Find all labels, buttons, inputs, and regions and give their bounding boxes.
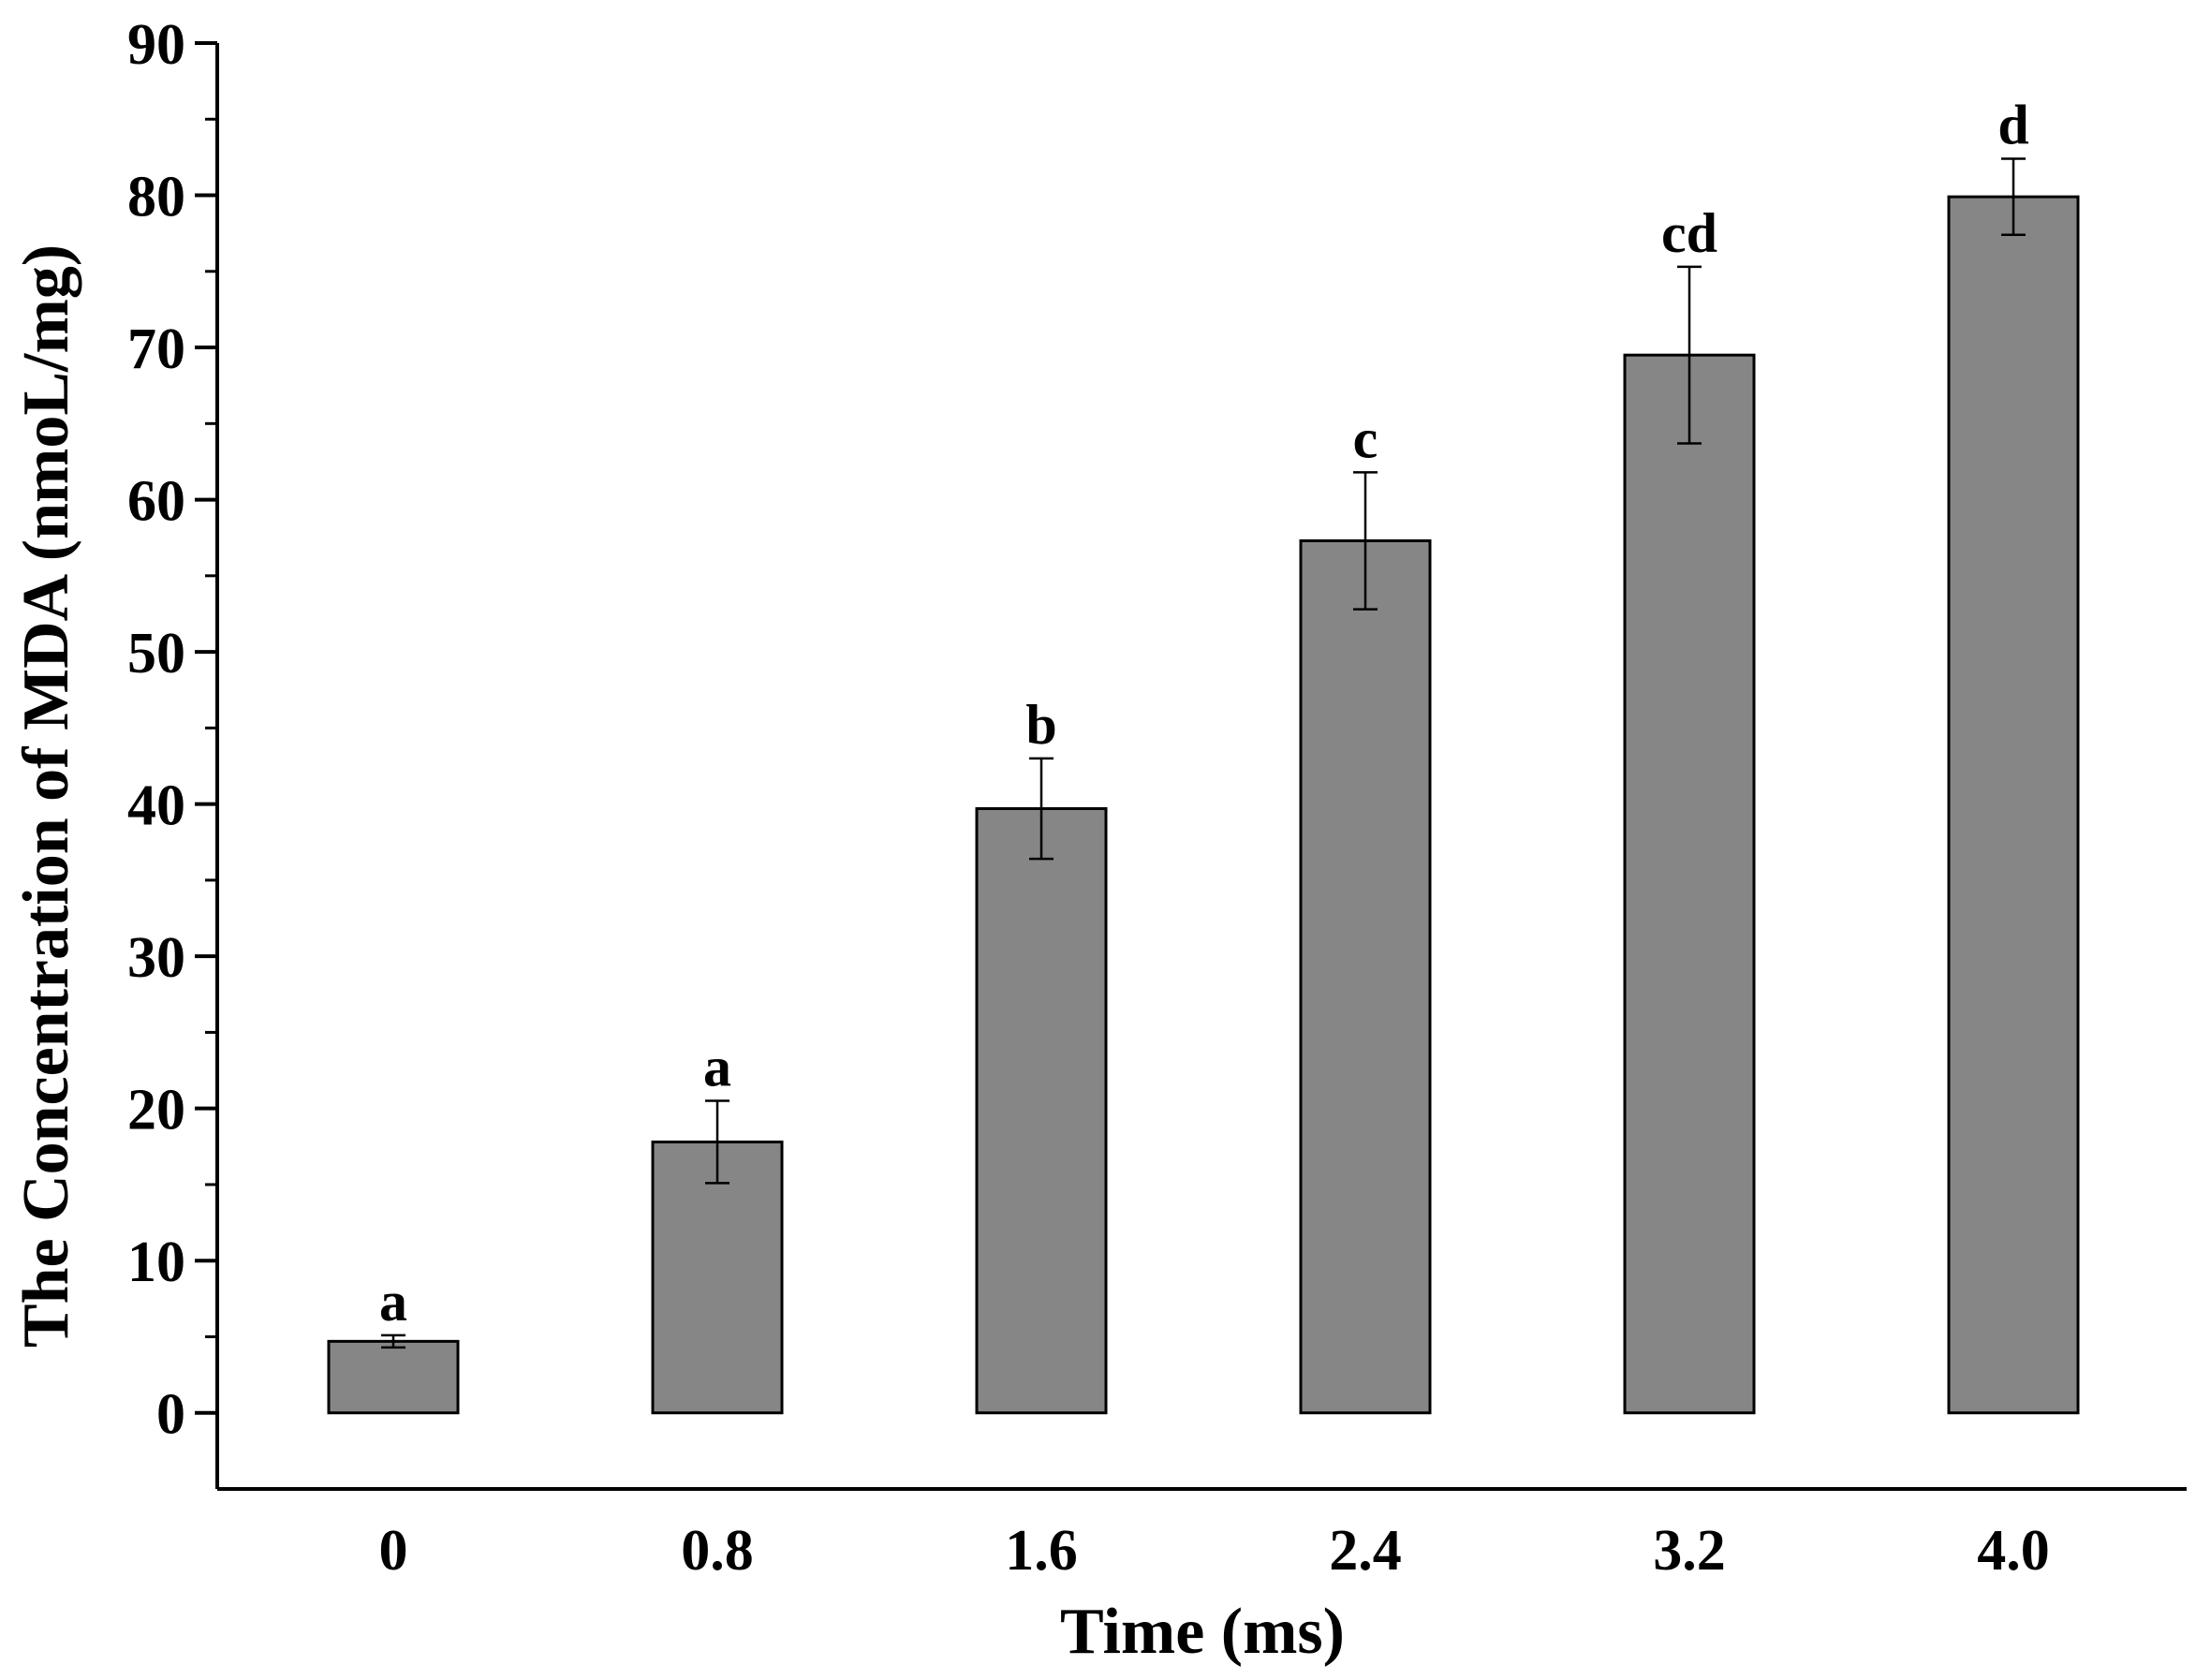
y-tick-label: 0: [156, 1383, 185, 1447]
bar: [1947, 195, 2080, 1415]
significance-label: a: [703, 1037, 731, 1098]
significance-label: c: [1353, 407, 1378, 469]
x-axis-title: Time (ms): [1060, 1596, 1345, 1668]
y-tick-label: 60: [127, 470, 185, 534]
y-tick-label: 50: [127, 622, 185, 685]
y-tick-label: 70: [127, 317, 185, 381]
x-axis: 0 0.8 1.6 2.4 3.2 4.0: [217, 1487, 2187, 1583]
bar: [1299, 538, 1432, 1415]
bar: [1623, 353, 1756, 1415]
y-tick-label: 80: [127, 166, 185, 229]
bar: [651, 1140, 784, 1415]
y-tick-label: 10: [127, 1231, 185, 1294]
y-tick-label: 20: [127, 1079, 185, 1142]
bar: [975, 807, 1108, 1415]
bars-group: a a b c cd d: [327, 95, 2080, 1415]
bar: [327, 1339, 460, 1415]
x-tick-label: 3.2: [1653, 1519, 1726, 1583]
significance-label: cd: [1661, 202, 1717, 264]
y-tick-label: 30: [127, 926, 185, 990]
x-tick-label: 0: [379, 1519, 408, 1583]
x-tick-label: 2.4: [1329, 1519, 1402, 1583]
significance-label: d: [1997, 95, 2028, 156]
x-tick-label: 0.8: [681, 1519, 754, 1583]
y-axis: 0 10 20 30 40 50 60 70 80 90: [127, 13, 219, 1489]
y-tick-label: 40: [127, 774, 185, 838]
y-tick-label: 90: [127, 13, 185, 77]
x-tick-label: 4.0: [1977, 1519, 2050, 1583]
x-tick-label: 1.6: [1005, 1519, 1078, 1583]
y-axis-title: The Concentration of MDA (nmoL/mg): [10, 244, 82, 1348]
significance-label: a: [379, 1271, 407, 1333]
significance-label: b: [1025, 694, 1056, 756]
